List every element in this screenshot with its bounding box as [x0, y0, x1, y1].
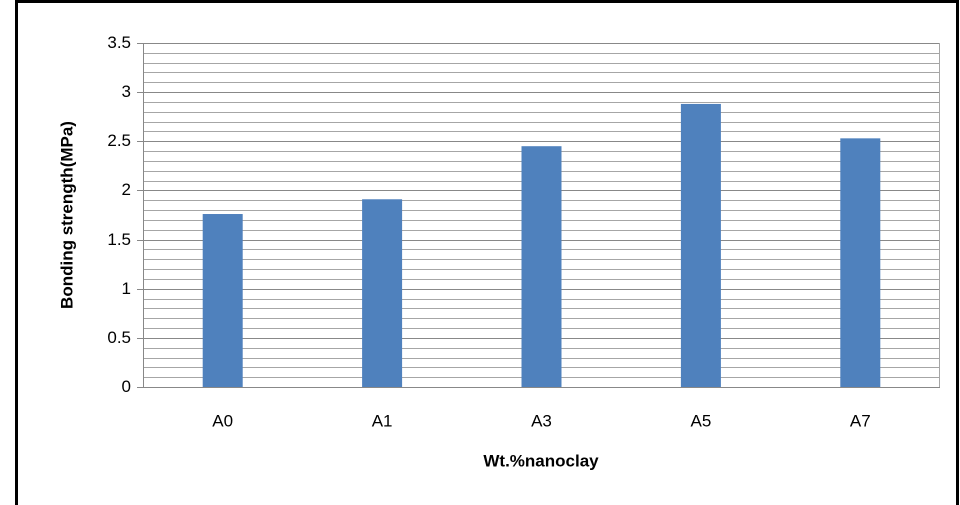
- y-tick-label: 2.5: [107, 131, 131, 150]
- y-tick-label: 3: [122, 82, 131, 101]
- y-tick-label: 1.5: [107, 230, 131, 249]
- bar: [362, 199, 403, 387]
- bar: [521, 146, 562, 387]
- x-tick-label: A0: [212, 411, 233, 430]
- bar: [680, 103, 721, 388]
- y-tick-label: 3.5: [107, 33, 131, 52]
- y-tick-label: 2: [122, 180, 131, 199]
- bar: [840, 138, 881, 387]
- y-axis-title: Bonding strength(MPa): [57, 121, 76, 309]
- y-tick-label: 0.5: [107, 328, 131, 347]
- bar: [202, 214, 243, 387]
- x-tick-label: A5: [691, 411, 712, 430]
- x-tick-label: A7: [850, 411, 871, 430]
- y-tick-label: 1: [122, 279, 131, 298]
- x-axis-title: Wt.%nanoclay: [483, 451, 599, 470]
- y-tick-label: 0: [122, 377, 131, 396]
- x-tick-label: A1: [372, 411, 393, 430]
- chart-border: [15, 0, 959, 505]
- x-tick-label: A3: [531, 411, 552, 430]
